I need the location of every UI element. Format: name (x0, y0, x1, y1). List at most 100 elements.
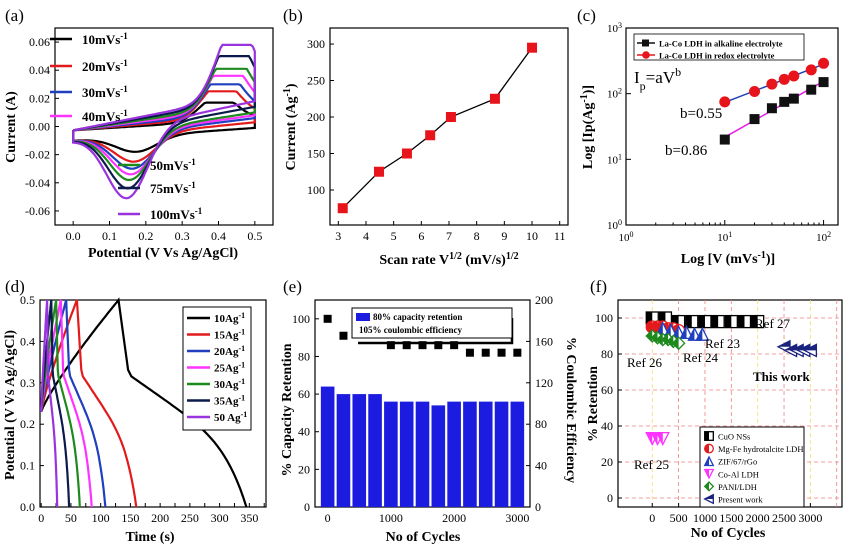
data-point (656, 432, 663, 445)
y-tick-label: 0.4 (20, 334, 35, 348)
bar (320, 386, 335, 507)
x-tick-label: 6 (418, 229, 424, 243)
y-tick-label: 0.1 (20, 459, 35, 473)
data-point (725, 315, 732, 328)
text-span: 1 (728, 230, 732, 239)
panel-c-frame (625, 27, 839, 226)
x-axis-label: Log [V (mVs-1)] (681, 250, 775, 268)
y-tick-label: 100 (307, 183, 325, 197)
text-span: 30Ag (214, 379, 239, 391)
x-tick-label: 300 (211, 511, 229, 525)
data-point (401, 148, 412, 159)
retention-point (481, 348, 490, 357)
data-point (751, 315, 758, 328)
x-tick-label: 3 (335, 229, 341, 243)
legend-entry: 10Ag-1 (214, 311, 245, 326)
x-tick-label: 9 (501, 229, 507, 243)
data-point (527, 42, 538, 53)
text-span: -1 (188, 180, 196, 190)
data-point (659, 312, 666, 324)
text-span: -1 (195, 206, 203, 216)
y-tick-label: 60 (298, 387, 310, 401)
data-point (656, 333, 663, 346)
text-span: 0 (618, 218, 622, 227)
data-point (685, 315, 692, 328)
y-tick-label: 103 (607, 21, 622, 36)
data-point (749, 114, 760, 125)
data-point (672, 337, 679, 350)
legend-marker (642, 51, 650, 59)
text-span: Log [Ip(Ag (581, 103, 596, 170)
cv-curve (72, 74, 256, 176)
y-tick-label: 100 (595, 311, 613, 325)
cv-curve (72, 101, 256, 153)
text-span: 10 (607, 154, 619, 166)
text-span: I (634, 68, 640, 87)
text-span: 2 (618, 86, 622, 95)
gcd-curve (40, 299, 59, 508)
y-tick-label: 100 (607, 218, 622, 233)
data-point (788, 70, 800, 82)
data-point (662, 333, 669, 346)
x-tick-label: 0.5 (247, 229, 262, 243)
data-point (719, 134, 730, 145)
y-tick-label: -0.06 (25, 204, 50, 218)
legend-entry: 30mVs-1 (82, 84, 128, 100)
text-span: -1 (241, 410, 248, 419)
data-point (672, 315, 679, 328)
legend-swatch (356, 313, 370, 321)
panel-label: (f) (590, 277, 607, 296)
data-point (646, 321, 653, 333)
y2-tick-label: 160 (535, 334, 553, 348)
y2-tick-label: 40 (535, 459, 547, 473)
retention-point (418, 341, 427, 350)
gcd-curve (40, 297, 248, 508)
legend-entry: 15Ag-1 (214, 327, 245, 342)
y-tick-label: 0.0 (20, 500, 35, 514)
data-point (646, 432, 653, 445)
data-point (766, 103, 777, 114)
y-tick-label: 200 (307, 110, 325, 124)
gcd-curve (40, 299, 107, 508)
data-point (425, 130, 436, 141)
text-span: 1/2 (506, 251, 519, 262)
bar (447, 401, 461, 507)
data-point (778, 73, 790, 85)
y-tick-label: 0.06 (29, 35, 50, 49)
text-span: -1 (238, 311, 245, 320)
gcd-curve (40, 299, 71, 508)
legend-entry: Present work (718, 495, 763, 505)
x-tick-label: 0 (38, 511, 44, 525)
x-tick-label: 0 (649, 511, 655, 525)
text-span: 50mVs (150, 158, 188, 173)
y-axis-label: % Retention (586, 366, 601, 442)
x-tick-label: 0 (325, 511, 331, 525)
text-span: 35Ag (214, 396, 239, 408)
x-tick-label: 0.1 (102, 229, 117, 243)
legend-entry: 20mVs-1 (82, 58, 128, 74)
x-tick-label: 5 (391, 229, 397, 243)
x-tick-label: 1000 (379, 511, 403, 525)
x-tick-label: 500 (670, 511, 688, 525)
legend-entry: La-Co LDH in redox electrolyte (659, 51, 775, 61)
data-point (667, 335, 674, 348)
cv-curve (72, 43, 256, 200)
retention-point (339, 331, 348, 340)
y-tick-label: 0.3 (20, 376, 35, 390)
bar (399, 401, 414, 507)
x-tick-label: 102 (816, 230, 831, 245)
x-tick-label: 7 (446, 229, 452, 243)
text-span: -1 (238, 360, 245, 369)
data-point (779, 96, 790, 107)
data-point (489, 93, 500, 104)
text-span: =aV (646, 68, 676, 87)
legend-entry: 105% coulombic efficiency (359, 325, 462, 335)
x-tick-label: 0.0 (66, 229, 81, 243)
legend-entry: 75mVs-1 (150, 180, 196, 196)
x-tick-label: 4 (363, 229, 369, 243)
legend-marker (704, 482, 709, 491)
x-tick-label: 200 (151, 511, 169, 525)
data-point (805, 64, 817, 76)
text-span: (mV/s) (462, 253, 506, 268)
